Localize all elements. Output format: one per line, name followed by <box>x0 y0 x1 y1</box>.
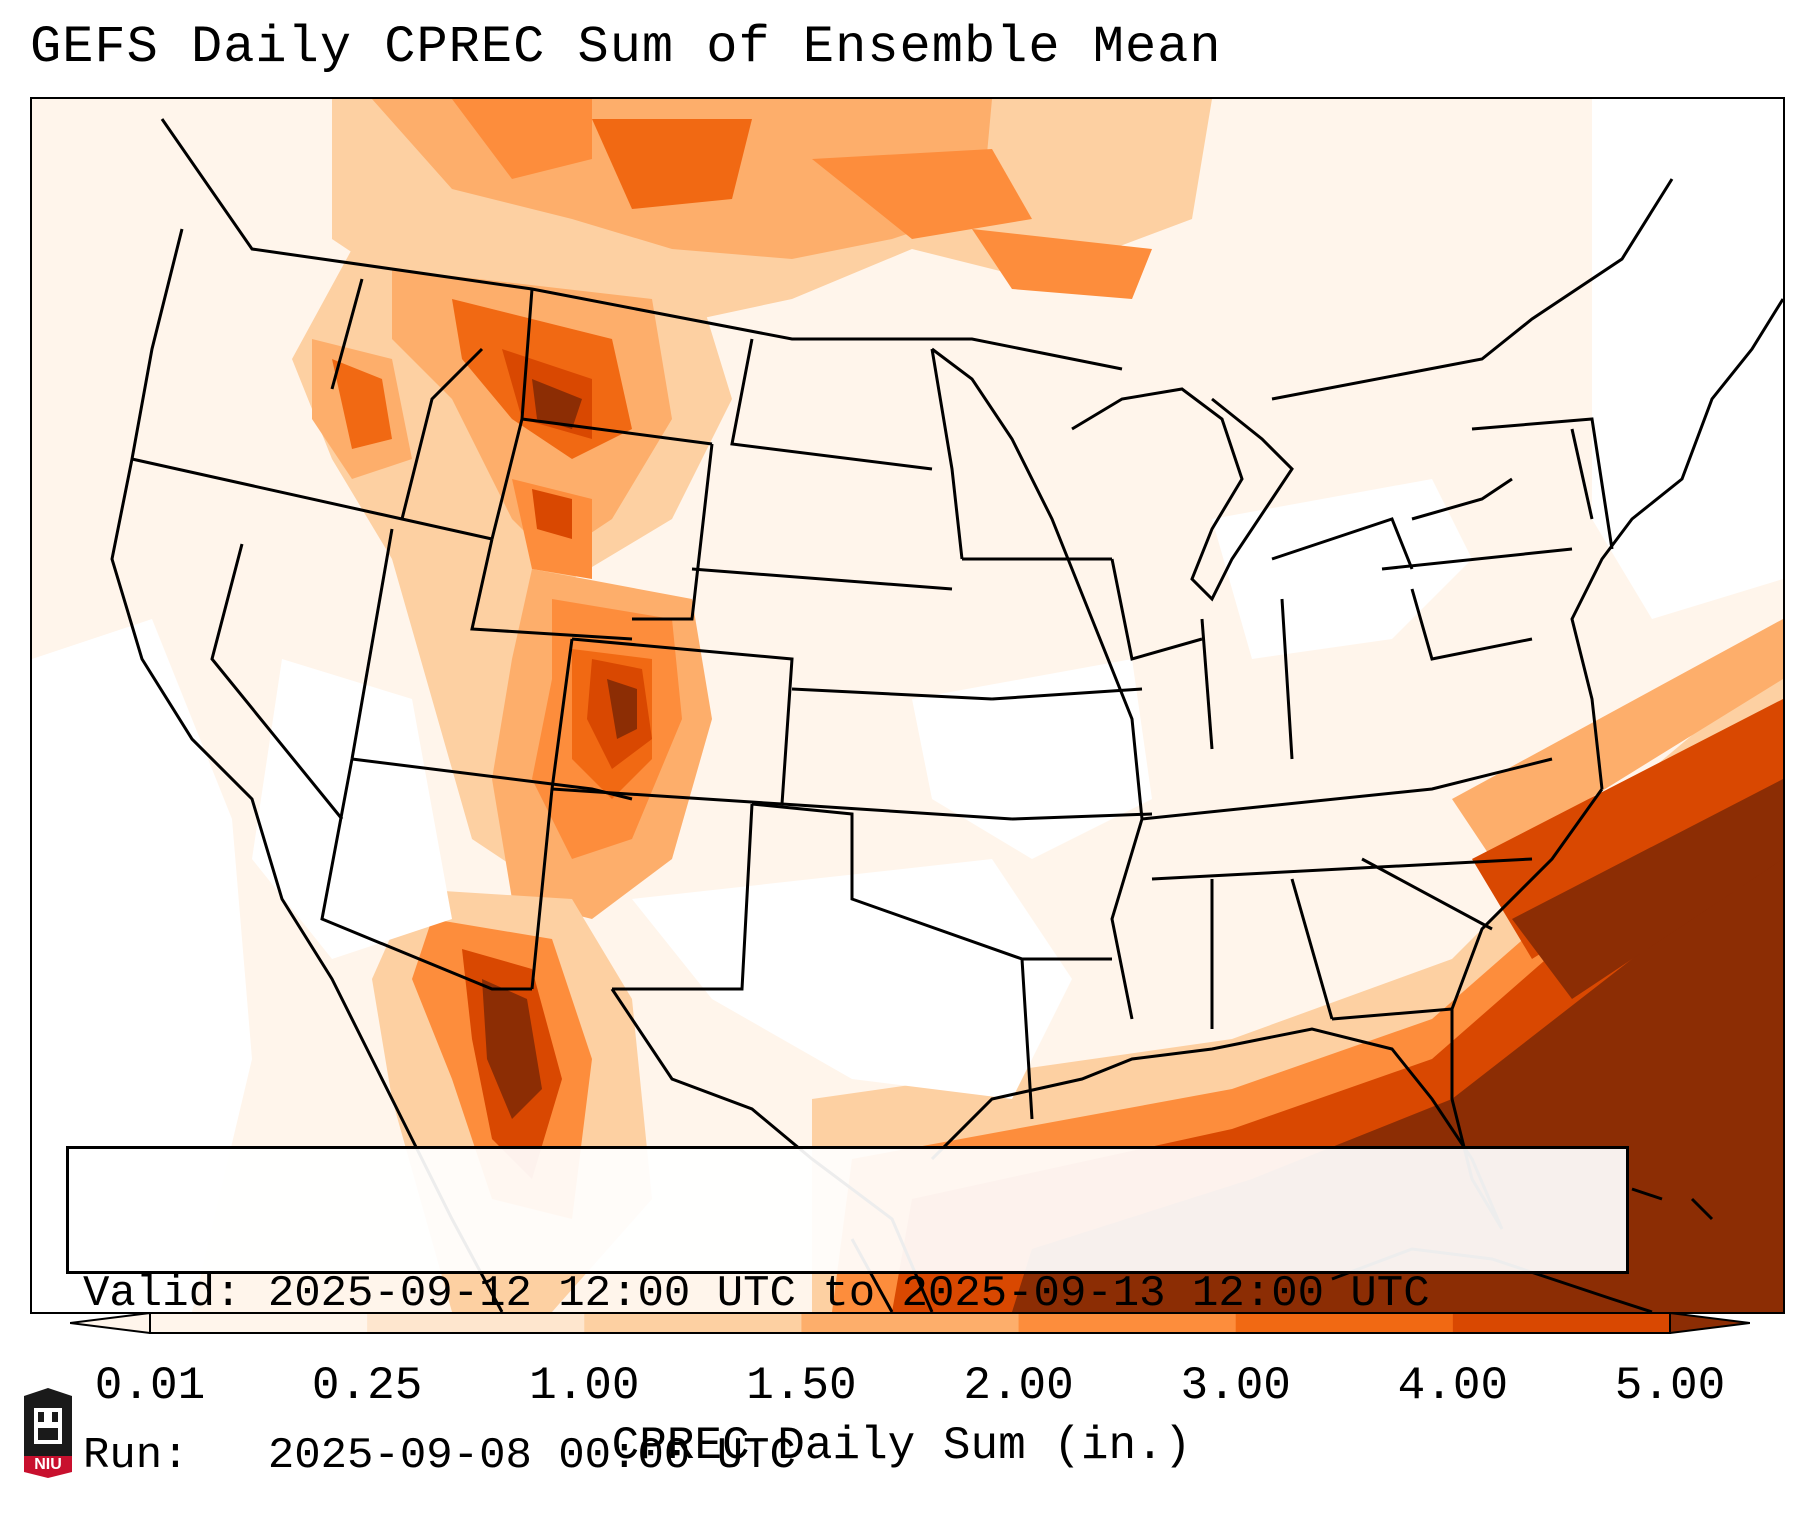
map-canvas <box>32 99 1783 1312</box>
precipitation-map <box>30 97 1785 1314</box>
colorbar-extend-low <box>70 1312 151 1334</box>
colorbar-tick-label: 2.00 <box>963 1360 1074 1412</box>
colorbar-tick-label: 0.01 <box>94 1360 206 1412</box>
valid-run-info-box: Valid: 2025-09-12 12:00 UTC to 2025-09-1… <box>66 1146 1629 1481</box>
colorbar-segment <box>1235 1313 1454 1333</box>
colorbar-tick-label: 4.00 <box>1397 1360 1509 1412</box>
colorbar-label: CPREC Daily Sum (in.) <box>611 1420 1192 1472</box>
colorbar-segment <box>367 1313 585 1333</box>
colorbar-tick-label: 1.50 <box>746 1360 857 1412</box>
colorbar-segment <box>801 1313 1020 1333</box>
colorbar-segment <box>150 1313 368 1333</box>
colorbar-tick-label: 0.25 <box>311 1360 423 1412</box>
colorbar-segment <box>584 1313 802 1333</box>
colorbar-segments <box>150 1313 1671 1333</box>
niu-logo-icon: NIU <box>20 1386 76 1478</box>
colorbar-tick-label: 1.00 <box>529 1360 640 1412</box>
colorbar-tick-label: 3.00 <box>1180 1360 1291 1412</box>
colorbar-extend-high <box>1669 1312 1750 1334</box>
run-time-text: Run: 2025-09-08 00:00 UTC <box>83 1431 796 1481</box>
valid-time-text: Valid: 2025-09-12 12:00 UTC to 2025-09-1… <box>83 1269 1430 1319</box>
logo-text: NIU <box>34 1456 62 1473</box>
colorbar-tick-label: 5.00 <box>1614 1360 1726 1412</box>
map-title: GEFS Daily CPREC Sum of Ensemble Mean <box>30 18 1222 77</box>
colorbar <box>70 1312 1750 1334</box>
colorbar-segment <box>1452 1313 1671 1333</box>
colorbar-segment <box>1018 1313 1237 1333</box>
precip-shading <box>32 99 1783 1312</box>
state-boundaries <box>110 118 1783 1312</box>
